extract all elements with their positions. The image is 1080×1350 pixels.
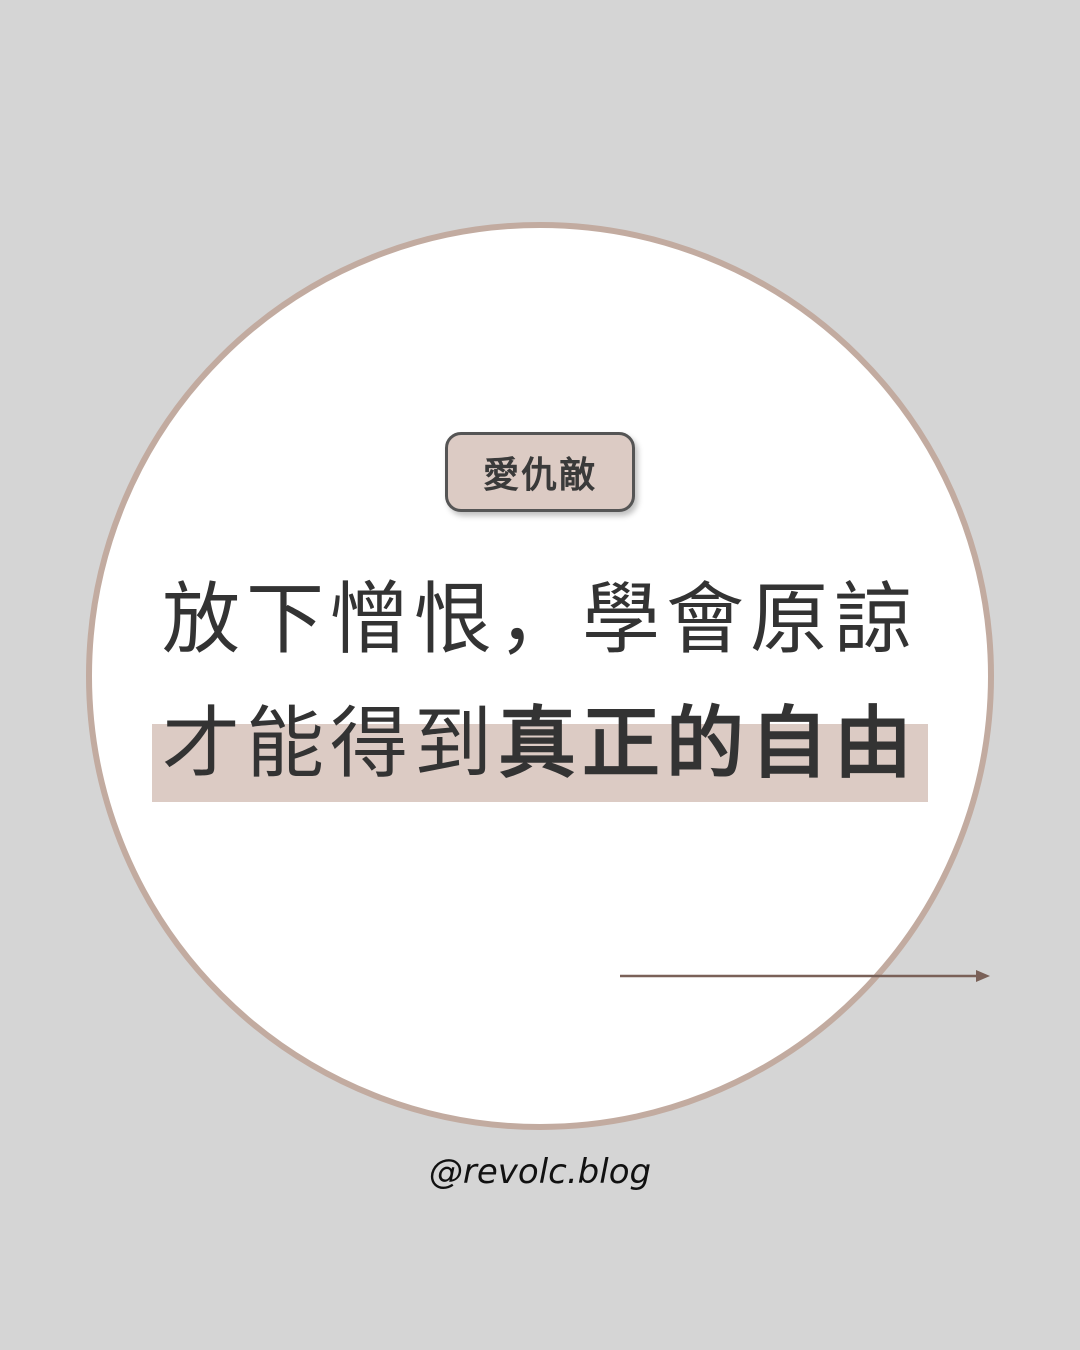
headline-line-1: 放下憎恨，學會原諒 [161,575,918,665]
blog-handle: @revolc.blog [428,1152,652,1192]
headline-line-2: 才能得到真正的自由 [0,696,1080,792]
arrow-right-icon [620,970,990,982]
topic-tag-label: 愛仇敵 [482,455,597,496]
headline-line-2-bold: 真正的自由 [498,699,919,789]
headline-highlight [152,724,928,802]
topic-tag: 愛仇敵 [445,432,635,512]
headline-line-2-regular: 才能得到 [161,699,498,789]
content-circle [86,222,994,1130]
